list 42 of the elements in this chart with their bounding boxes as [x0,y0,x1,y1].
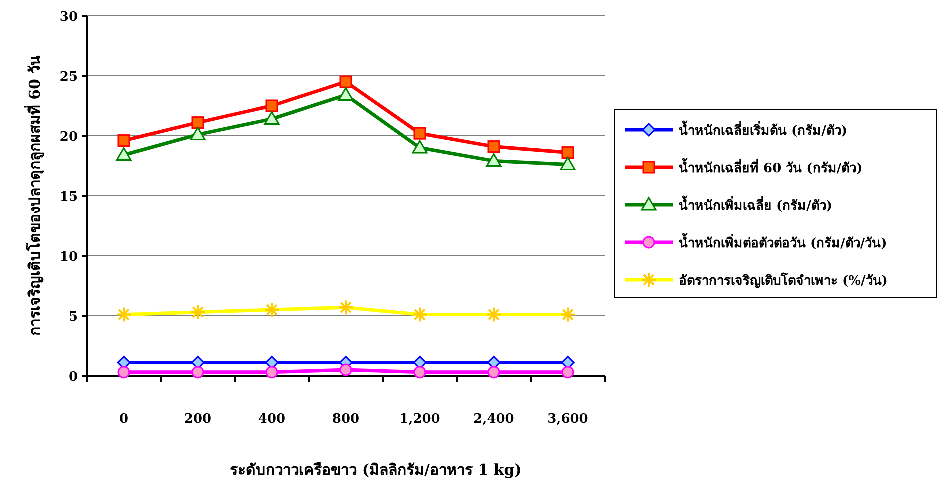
point [266,366,278,379]
point [190,127,206,141]
point [116,147,132,161]
point [340,364,352,376]
y-tick-label: 5 [68,310,78,325]
point [414,127,426,140]
legend-label: น้ำหนักเฉลี่ยที่ 60 วัน (กรัม/ตัว) [679,158,863,176]
point [192,366,204,379]
point [562,146,574,160]
y-axis-title: การเจริญเติบโตของปลาดุกลูกผสมที่ 60 วัน [24,54,45,336]
x-tick-label: 400 [258,412,286,427]
x-tick-label: 0 [119,412,129,427]
legend-label: น้ำหนักเพิ่มต่อตัวต่อวัน (กรัม/ตัว/วัน) [679,232,888,252]
x-tick-label: 1,200 [400,412,440,427]
x-tick-label: 2,400 [474,412,514,427]
point [562,366,574,379]
legend-label: น้ำหนักเพิ่มเฉลี่ย (กรัม/ตัว) [679,195,833,214]
y-tick-label: 25 [60,70,78,85]
legend-label: น้ำหนักเฉลี่ยเริ่มต้น (กรัม/ตัว) [679,120,848,139]
point [192,116,204,130]
point [266,100,278,112]
point [118,366,130,379]
y-tick-label: 10 [60,250,78,265]
y-tick-label: 15 [60,190,78,205]
point [340,76,352,88]
x-tick-label: 3,600 [548,412,588,427]
point [264,111,280,125]
point [118,134,130,148]
y-tick-label: 20 [60,130,78,145]
point [486,153,502,167]
point [488,366,500,379]
x-tick-label: 800 [332,412,360,427]
legend-label: อัตราการเจริญเติบโตจำเพาะ (%/วัน) [679,272,888,289]
point [414,366,426,379]
y-tick-label: 0 [68,370,78,385]
point [412,140,428,154]
point [560,157,576,171]
point [488,140,500,154]
y-tick-label: 30 [60,10,78,25]
x-axis-title: ระดับกวาวเครือขาว (มิลลิกรัม/อาหาร 1 kg) [230,461,522,479]
x-tick-label: 200 [184,412,212,427]
point [338,87,354,101]
